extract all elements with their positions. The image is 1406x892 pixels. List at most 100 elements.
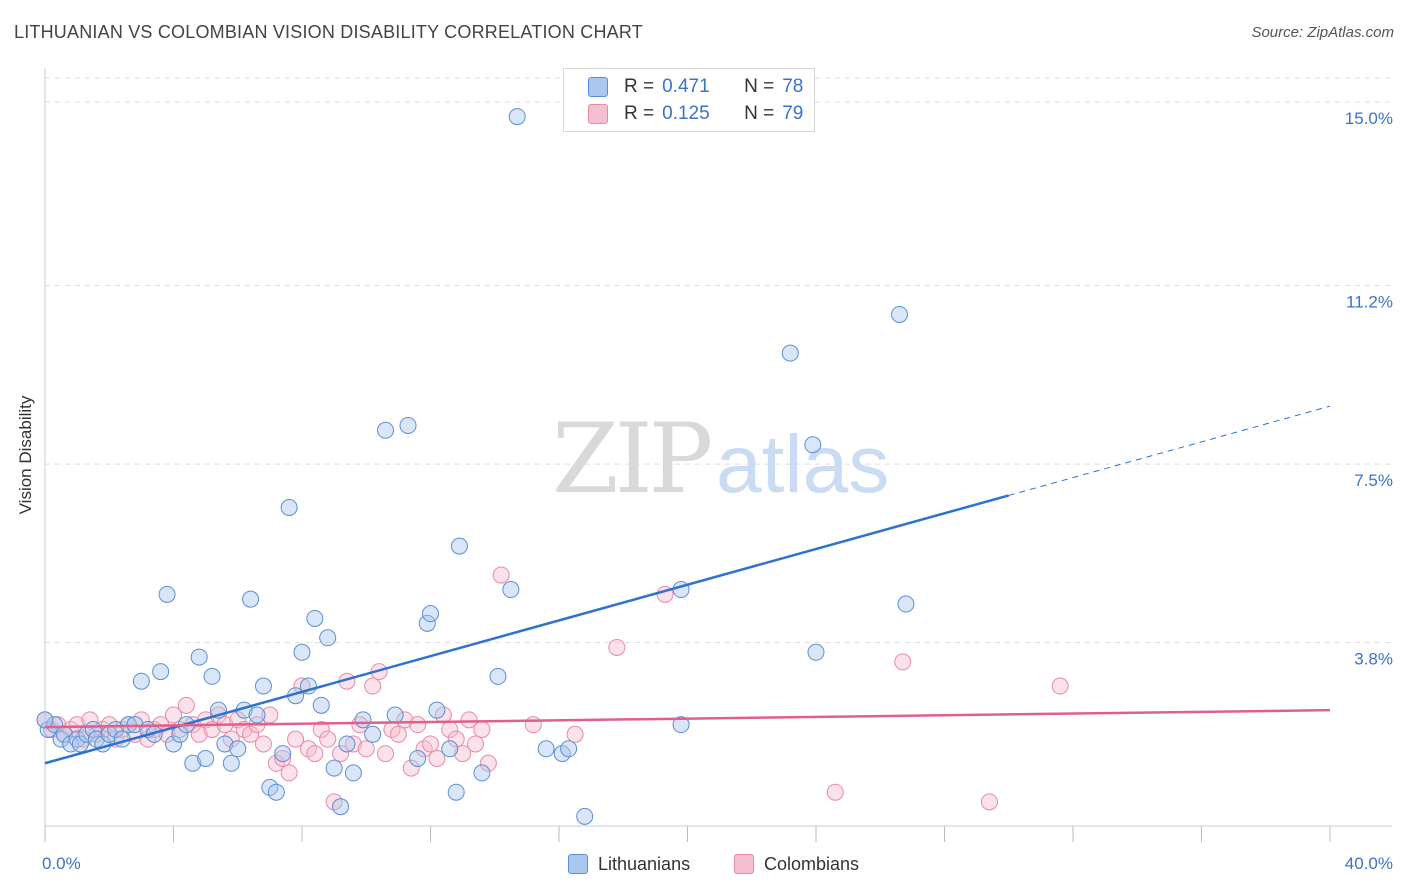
lithuanians-point: [332, 798, 350, 816]
colombians-point: [81, 711, 99, 729]
lithuanians-point: [489, 667, 507, 685]
lithuanians-point: [68, 730, 86, 748]
colombians-point: [980, 793, 998, 811]
colombians-point: [254, 735, 272, 753]
colombians-point: [473, 720, 491, 738]
colombians-point: [566, 725, 584, 743]
colombians-point: [447, 730, 465, 748]
lithuanians-point: [447, 783, 465, 801]
colombians-legend-swatch: [734, 854, 754, 874]
chart-title: LITHUANIAN VS COLOMBIAN VISION DISABILIT…: [14, 22, 643, 42]
lithuanians-point: [184, 754, 202, 772]
colombians-point: [177, 696, 195, 714]
colombians-point: [190, 725, 208, 743]
lithuanians-point: [508, 108, 526, 126]
lithuanians-point: [807, 643, 825, 661]
lithuanians-point: [441, 740, 459, 758]
y-tick-label: 3.8%: [1354, 650, 1393, 669]
r-value: 0.125: [662, 103, 710, 124]
lithuanians-point: [537, 740, 555, 758]
lithuanians-point: [254, 677, 272, 695]
colombians-point: [492, 566, 510, 584]
lithuanians-point: [473, 764, 491, 782]
colombians-point: [319, 730, 337, 748]
colombians-point: [332, 745, 350, 763]
gridlines: [45, 77, 1392, 644]
lithuanians-point: [422, 605, 439, 623]
r-value: 0.471: [662, 76, 710, 97]
lithuanians-point: [428, 701, 446, 719]
legend-row-lithuanians: R = 0.471 N = 78: [588, 75, 803, 99]
lithuanians-swatch: [588, 77, 608, 97]
n-label: N =: [744, 103, 775, 124]
colombians-point: [377, 745, 395, 763]
lithuanians-point: [280, 498, 298, 516]
lithuanians-point: [377, 421, 395, 439]
source-credit: Source: ZipAtlas.com: [1251, 24, 1394, 41]
colombians-legend-label: Colombians: [764, 853, 860, 874]
colombians-point: [274, 749, 292, 767]
colombians-point: [894, 653, 912, 671]
r-label: R =: [624, 76, 655, 97]
lithuanians-point: [354, 711, 372, 729]
lithuanians-point: [248, 706, 266, 724]
lithuanians-point: [152, 663, 170, 681]
colombians-point: [402, 759, 420, 777]
lithuanians-point: [325, 759, 343, 777]
colombians-point: [287, 730, 305, 748]
lithuanians-point: [891, 305, 909, 323]
x-tick-label: 40.0%: [1345, 854, 1393, 873]
colombians-point: [524, 716, 542, 734]
colombians-point: [428, 749, 446, 767]
lithuanians-point: [450, 537, 468, 555]
lithuanians-points: [36, 108, 915, 825]
correlation-legend: R = 0.471 N = 78 R = 0.125 N = 79: [563, 68, 815, 132]
y-tick-label: 15.0%: [1345, 109, 1393, 128]
lithuanians-point: [71, 735, 89, 753]
lithuanians-point: [338, 735, 356, 753]
lithuanians-point: [222, 754, 240, 772]
x-tick-label: 0.0%: [42, 854, 81, 873]
lithuanians-point: [409, 749, 427, 767]
lithuanians-point: [804, 436, 822, 454]
lithuanians-point: [158, 585, 176, 603]
n-value: 78: [782, 76, 804, 97]
lithuanians-point: [502, 581, 520, 599]
colombians-point: [344, 735, 362, 753]
lithuanians-point: [216, 735, 234, 753]
lithuanians-point: [319, 629, 337, 647]
lithuanians-point: [274, 745, 292, 763]
colombians-point: [396, 711, 414, 729]
colombians-point: [242, 725, 260, 743]
lithuanians-point: [386, 706, 404, 724]
colombians-trend-line: [44, 708, 1331, 729]
lithuanians-point: [229, 740, 247, 758]
bottom-legend-lithuanians: Lithuanians: [568, 852, 690, 876]
lithuanians-point: [36, 711, 54, 729]
lithuanians-trend-extension: [1008, 405, 1331, 496]
lithuanians-point: [418, 614, 436, 632]
y-tick-label: 11.2%: [1346, 293, 1393, 312]
colombians-point: [479, 754, 497, 772]
lithuanians-point: [364, 725, 382, 743]
colombians-point: [364, 677, 382, 695]
r-label: R =: [624, 103, 655, 124]
lithuanians-point: [781, 344, 799, 362]
lithuanians-point: [897, 595, 915, 613]
colombians-point: [280, 764, 298, 782]
colombians-point: [422, 735, 439, 753]
colombians-swatch: [588, 104, 608, 124]
colombians-point: [1051, 677, 1069, 695]
lithuanians-point: [293, 643, 311, 661]
lithuanians-legend-label: Lithuanians: [598, 853, 691, 874]
lithuanians-point: [560, 740, 578, 758]
lithuanians-point: [672, 716, 690, 734]
trend-lines: [44, 405, 1331, 765]
lithuanians-point: [197, 749, 215, 767]
bottom-legend-colombians: Colombians: [734, 852, 859, 876]
colombians-point: [608, 638, 626, 656]
lithuanians-trend-line: [44, 494, 1010, 765]
colombians-point: [409, 716, 427, 734]
lithuanians-point: [306, 609, 324, 627]
